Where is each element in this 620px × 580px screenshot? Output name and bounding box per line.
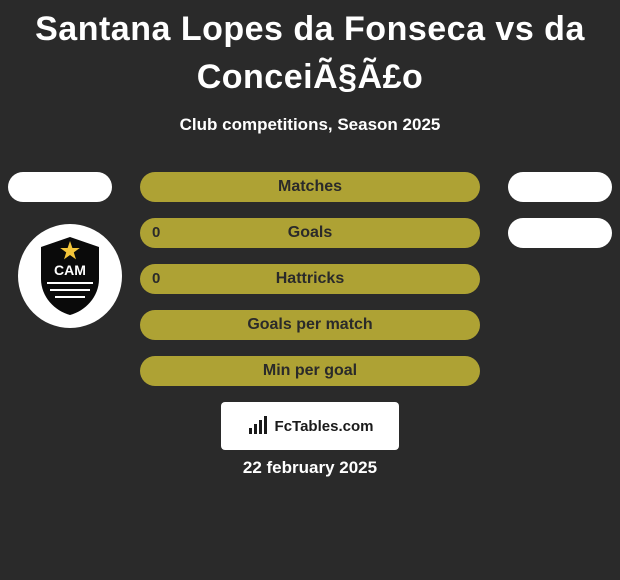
date-label: 22 february 2025 <box>0 458 620 478</box>
footer-attribution: FcTables.com <box>221 402 399 450</box>
chart-icon <box>247 416 269 436</box>
stat-label: Hattricks <box>140 264 480 294</box>
stat-label: Matches <box>140 172 480 202</box>
stat-left-value: 0 <box>152 264 160 294</box>
right-value-pill <box>508 172 612 202</box>
subtitle: Club competitions, Season 2025 <box>0 115 620 135</box>
stat-label: Goals <box>140 218 480 248</box>
right-value-pill <box>508 218 612 248</box>
center-stat-pill: Goals per match <box>140 310 480 340</box>
center-stat-pill: Matches <box>140 172 480 202</box>
stat-label: Min per goal <box>140 356 480 386</box>
page-title: Santana Lopes da Fonseca vs da ConceiÃ§Ã… <box>0 0 620 101</box>
stat-left-value: 0 <box>152 218 160 248</box>
left-value-pill <box>8 172 112 202</box>
center-stat-pill: Hattricks0 <box>140 264 480 294</box>
footer-text: FcTables.com <box>275 418 374 435</box>
center-stat-pill: Min per goal <box>140 356 480 386</box>
stat-row: Matches <box>0 172 620 218</box>
svg-text:CAM: CAM <box>54 262 86 278</box>
club-logo-icon: CAM <box>35 235 105 317</box>
club-badge: CAM <box>18 224 122 328</box>
stat-label: Goals per match <box>140 310 480 340</box>
stat-row: Min per goal <box>0 356 620 402</box>
center-stat-pill: Goals0 <box>140 218 480 248</box>
